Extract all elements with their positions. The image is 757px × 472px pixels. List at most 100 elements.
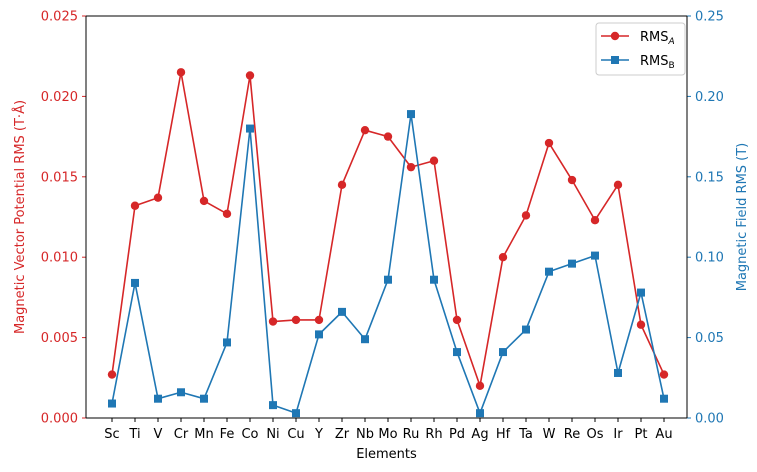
x-tick-label: Fe [220, 427, 235, 442]
x-tick-label: Cr [174, 427, 189, 442]
x-tick-label: Pt [635, 427, 648, 442]
y-left-tick-label: 0.010 [41, 251, 78, 266]
x-tick-label: Co [241, 427, 258, 442]
tick-layer: Sc Ti V Cr Mn Fe Co Ni Cu Y Zr Nb Mo Ru Rh Pd Ag Hf Ta W Re O… [41, 10, 724, 443]
x-tick-label: Re [564, 427, 580, 442]
data-point-rms-a [176, 68, 186, 77]
data-point-rms-b [637, 288, 645, 297]
x-tick-label: Y [314, 427, 323, 442]
data-point-rms-b [338, 307, 346, 316]
data-point-rms-b [361, 335, 369, 344]
data-point-rms-b [292, 409, 300, 418]
data-point-rms-b [108, 399, 116, 408]
y-left-tick-label: 0.020 [41, 90, 78, 105]
data-point-rms-b [269, 401, 277, 410]
data-point-rms-b [522, 325, 530, 334]
x-tick-label: W [543, 427, 556, 442]
x-tick-label: Nb [356, 427, 374, 442]
data-point-rms-a [130, 201, 140, 210]
y-axis-left-title: Magnetic Vector Potential RMS (T·Å) [12, 100, 28, 334]
data-point-rms-b [223, 338, 231, 347]
x-tick-label: V [154, 427, 163, 442]
data-point-rms-a [659, 370, 669, 379]
series-markers [107, 68, 669, 418]
series-lines [111, 71, 665, 414]
data-point-rms-a [475, 381, 485, 391]
data-point-rms-a [452, 315, 462, 325]
y-right-tick-label: 0.10 [695, 251, 724, 266]
x-tick-label: Hf [496, 427, 511, 442]
data-point-rms-b [384, 275, 392, 284]
data-point-rms-a [199, 196, 209, 206]
data-point-rms-b [476, 409, 484, 418]
data-point-rms-a [498, 253, 508, 262]
data-point-rms-b [453, 348, 461, 357]
series-line-rms-a [111, 71, 665, 387]
data-point-rms-a [613, 180, 623, 190]
data-point-rms-b [315, 330, 323, 339]
data-point-rms-a [406, 162, 416, 172]
data-point-rms-a [245, 71, 255, 80]
y-left-tick-label: 0.025 [41, 10, 78, 25]
data-point-rms-b [614, 368, 622, 377]
data-point-rms-b [660, 394, 668, 403]
data-point-rms-a [429, 156, 439, 165]
x-tick-label: Ni [266, 427, 279, 442]
x-tick-label: Rh [425, 427, 442, 442]
x-tick-label: Ir [613, 427, 623, 442]
data-point-rms-b [200, 394, 208, 403]
data-point-rms-b [430, 275, 438, 284]
data-point-rms-b [568, 259, 576, 268]
data-point-rms-a [521, 211, 531, 220]
data-point-rms-b [591, 251, 599, 260]
y-left-tick-label: 0.015 [41, 170, 78, 185]
data-point-rms-b [177, 388, 185, 397]
x-axis-title: Elements [356, 447, 417, 462]
data-point-rms-a [590, 216, 600, 225]
x-tick-label: Pd [449, 427, 465, 442]
legend-label-rms-a: RMSA [640, 30, 675, 47]
x-tick-label: Os [586, 427, 603, 442]
data-point-rms-a [153, 193, 163, 202]
data-point-rms-a [567, 175, 577, 185]
data-point-rms-b [499, 348, 507, 357]
y-right-tick-label: 0.00 [695, 412, 724, 427]
data-point-rms-a [383, 132, 393, 141]
data-point-rms-b [131, 278, 139, 287]
data-point-rms-a [544, 138, 554, 148]
data-point-rms-a [337, 180, 347, 190]
data-point-rms-b [407, 110, 415, 119]
data-point-rms-a [314, 315, 324, 325]
y-right-tick-label: 0.15 [695, 170, 724, 185]
y-left-tick-label: 0.000 [41, 412, 78, 427]
data-point-rms-a [268, 317, 278, 326]
x-tick-label: Sc [104, 427, 119, 442]
x-tick-label: Mo [378, 427, 397, 442]
y-axis-right-title: Magnetic Field RMS (T) [735, 143, 750, 292]
x-tick-label: Ti [128, 427, 140, 442]
data-point-rms-a [222, 209, 232, 218]
legend-label-rms-b: RMSB [640, 54, 675, 71]
data-point-rms-b [246, 124, 254, 133]
series-line-rms-b [111, 113, 665, 414]
x-tick-label: Ru [403, 427, 420, 442]
data-point-rms-a [291, 315, 301, 325]
legend-swatch-rms-a-marker [610, 31, 620, 41]
data-point-rms-a [360, 125, 370, 135]
x-tick-label: Ag [471, 427, 488, 442]
data-point-rms-a [107, 370, 117, 379]
y-right-tick-label: 0.05 [695, 331, 724, 346]
x-tick-label: Mn [194, 427, 213, 442]
data-point-rms-b [154, 394, 162, 403]
legend-swatch-rms-b-marker [611, 56, 619, 64]
x-tick-label: Cu [287, 427, 304, 442]
x-tick-label: Zr [335, 427, 350, 442]
y-right-tick-label: 0.20 [695, 90, 724, 105]
data-point-rms-a [636, 320, 646, 329]
y-left-tick-label: 0.005 [41, 331, 78, 346]
legend: RMSA RMSB [595, 22, 686, 76]
x-tick-label: Ta [518, 427, 533, 442]
data-point-rms-b [545, 267, 553, 276]
x-tick-label: Au [655, 427, 672, 442]
